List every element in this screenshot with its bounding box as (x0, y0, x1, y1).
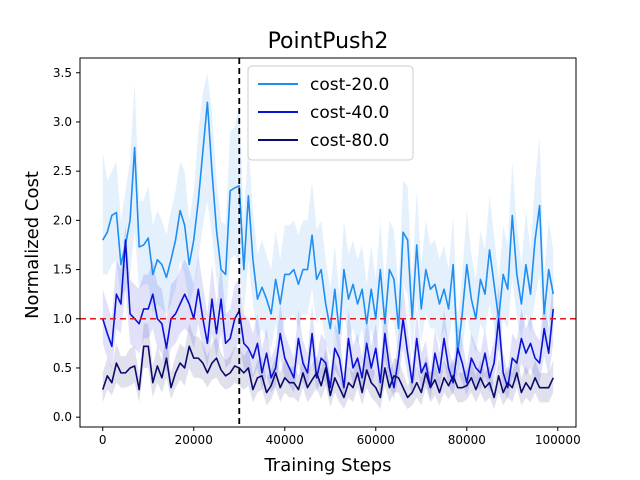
reference-lines (80, 58, 576, 427)
y-tick-label: 1.5 (53, 263, 72, 277)
x-tick-label: 0 (99, 433, 107, 447)
y-axis-ticks: 0.0 0.5 1.0 1.5 2.0 2.5 3.0 3.5 (53, 66, 80, 424)
legend-box (247, 65, 414, 161)
line-cost-80.0 (101, 345, 554, 399)
line-cost-40.0 (101, 239, 555, 389)
y-tick-label: 2.5 (53, 164, 72, 178)
line-cost-20.0 (102, 101, 555, 354)
series-lines (101, 101, 555, 399)
x-axis-title: Training Steps (263, 455, 391, 476)
x-tick-label: 40000 (266, 433, 304, 447)
legend: cost-20.0 cost-40.0 cost-80.0 (247, 65, 414, 161)
y-tick-label: 0.5 (53, 361, 72, 375)
axes-frame (79, 57, 577, 428)
legend-label-cost-80.0: cost-80.0 (310, 131, 389, 151)
y-tick-label: 3.5 (53, 66, 72, 80)
x-tick-label: 60000 (357, 433, 395, 447)
y-tick-label: 0.0 (53, 410, 72, 424)
legend-label-cost-20.0: cost-20.0 (310, 75, 389, 95)
x-tick-label: 80000 (448, 433, 486, 447)
y-tick-label: 3.0 (53, 115, 72, 129)
y-axis-title: Normalized Cost (22, 171, 43, 319)
x-tick-label: 100000 (535, 433, 581, 447)
x-axis-ticks: 0 20000 40000 60000 80000 100000 (99, 427, 581, 447)
chart-title: PointPush2 (268, 29, 389, 54)
y-tick-label: 1.0 (53, 312, 72, 326)
band-cost-40.0 (102, 225, 554, 400)
x-tick-label: 20000 (175, 433, 213, 447)
legend-label-cost-40.0: cost-40.0 (310, 103, 389, 123)
y-tick-label: 2.0 (53, 213, 72, 227)
